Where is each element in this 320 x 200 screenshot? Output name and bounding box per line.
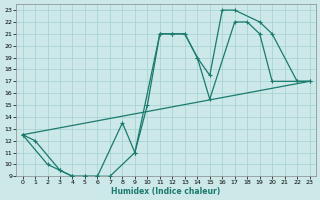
X-axis label: Humidex (Indice chaleur): Humidex (Indice chaleur): [111, 187, 221, 196]
